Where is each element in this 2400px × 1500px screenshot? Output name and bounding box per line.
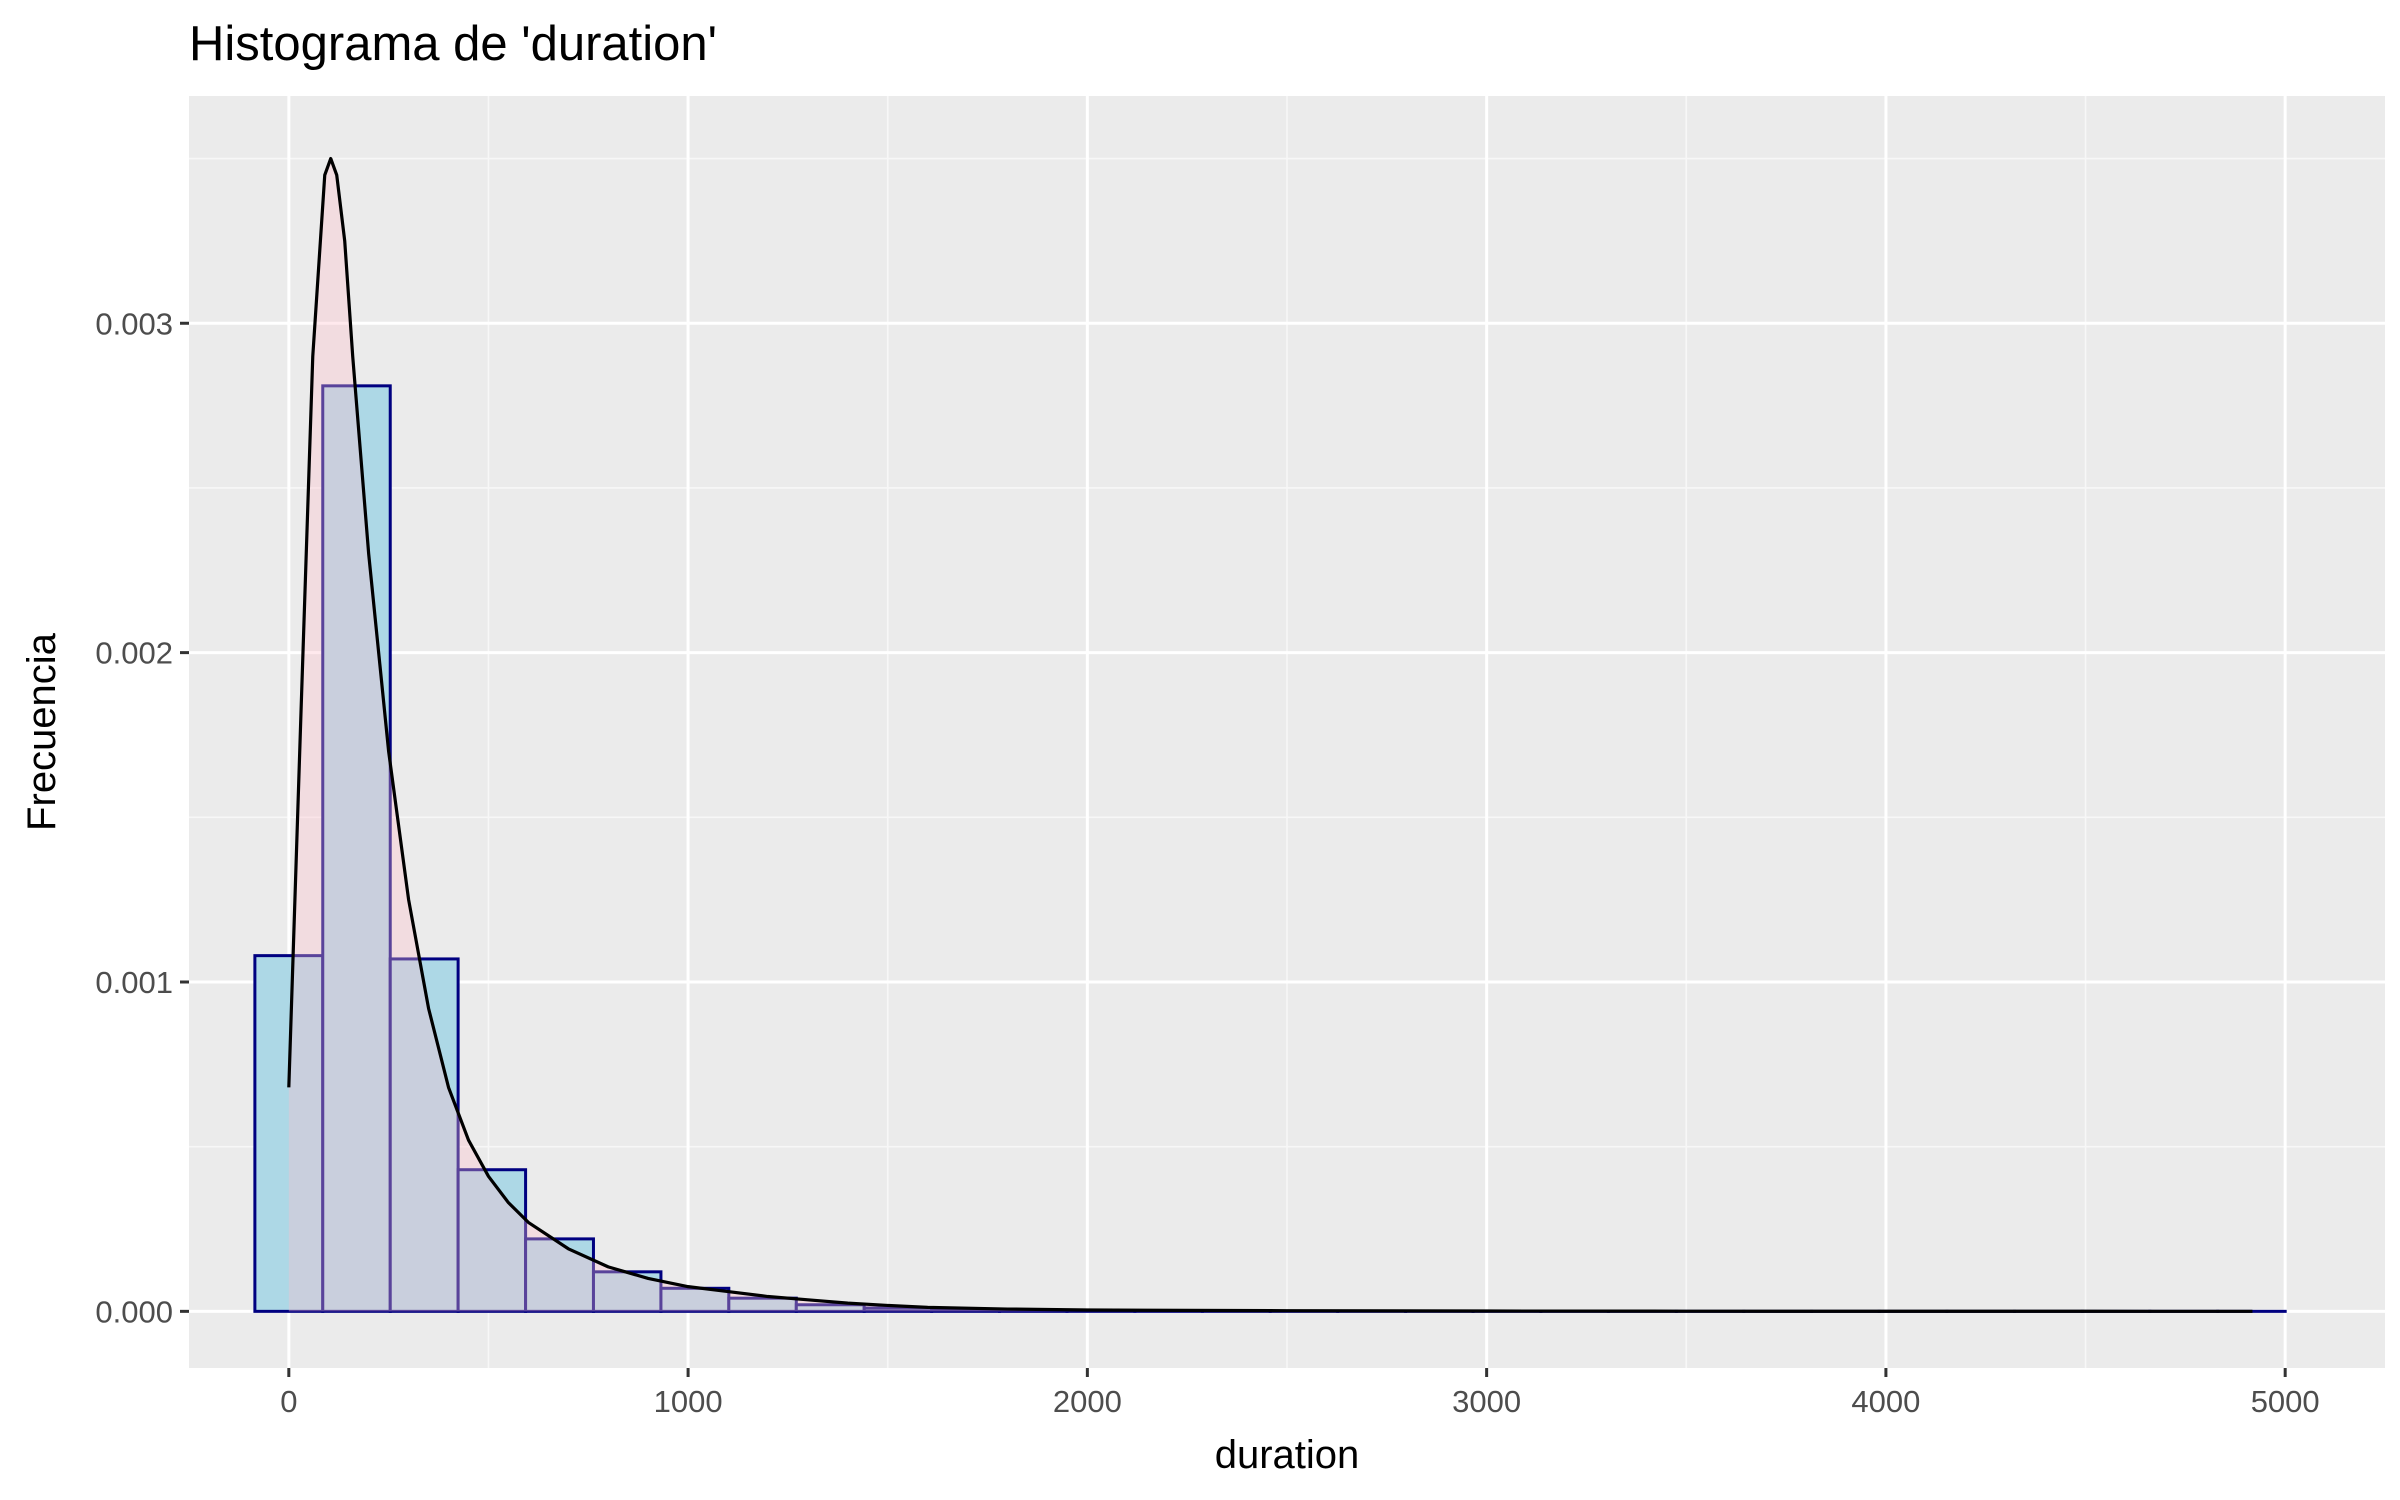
density-line — [287, 156, 2253, 1313]
x-tick-label: 5000 — [2251, 1384, 2320, 1419]
x-tick-label: 4000 — [1851, 1384, 1920, 1419]
density-curve — [287, 156, 2253, 1313]
y-tick-label: 0.003 — [95, 306, 173, 341]
y-tick-label: 0.001 — [95, 965, 173, 1000]
x-tick-label: 3000 — [1452, 1384, 1521, 1419]
density-area — [288, 158, 2253, 1312]
y-axis: 0.000 0.001 0.002 0.003 — [95, 306, 189, 1329]
histogram-bar — [388, 957, 460, 1313]
x-axis: 0 1000 2000 3000 4000 5000 — [280, 1368, 2320, 1419]
chart-title: Histograma de 'duration' — [189, 17, 717, 71]
x-tick-label: 0 — [280, 1384, 297, 1419]
x-tick-label: 2000 — [1053, 1384, 1122, 1419]
y-tick-label: 0.002 — [95, 636, 173, 671]
x-tick-label: 1000 — [654, 1384, 723, 1419]
y-tick-label: 0.000 — [95, 1294, 173, 1329]
histogram-bar — [253, 954, 325, 1313]
x-axis-title: duration — [1215, 1433, 1360, 1477]
histogram-bars — [253, 384, 2287, 1313]
y-axis-title: Frecuencia — [20, 632, 64, 831]
histogram-bar — [456, 1168, 528, 1313]
minor-gridlines — [189, 96, 2385, 1368]
